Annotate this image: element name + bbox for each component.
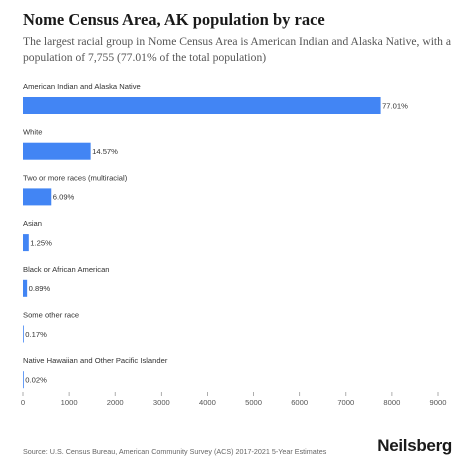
source-note: Source: U.S. Census Bureau, American Com…	[23, 447, 327, 456]
category-label: American Indian and Alaska Native	[23, 82, 141, 91]
data-label: 0.02%	[25, 376, 47, 385]
x-tick-label: 9000	[430, 398, 447, 407]
bar	[23, 234, 29, 252]
category-label: Native Hawaiian and Other Pacific Island…	[23, 356, 168, 365]
bar	[23, 371, 24, 389]
x-tick-label: 8000	[383, 398, 400, 407]
bar	[23, 325, 24, 343]
data-label: 6.09%	[53, 193, 75, 202]
data-label: 0.89%	[29, 284, 51, 293]
x-tick-label: 4000	[199, 398, 216, 407]
x-tick-label: 6000	[291, 398, 308, 407]
chart-subtitle: The largest racial group in Nome Census …	[23, 35, 451, 64]
x-tick-label: 2000	[107, 398, 124, 407]
data-label: 77.01%	[382, 101, 408, 110]
category-label: Black or African American	[23, 265, 110, 274]
bar	[23, 142, 91, 160]
category-label: Some other race	[23, 311, 79, 320]
brand-logo: Neilsberg	[377, 436, 452, 455]
x-tick-label: 0	[21, 398, 25, 407]
x-tick-label: 7000	[337, 398, 354, 407]
x-tick-label: 3000	[153, 398, 170, 407]
data-label: 14.57%	[92, 147, 118, 156]
data-label: 1.25%	[30, 238, 52, 247]
category-label: Asian	[23, 219, 42, 228]
data-label: 0.17%	[25, 330, 47, 339]
category-label: White	[23, 128, 42, 137]
chart-title: Nome Census Area, AK population by race	[23, 10, 325, 29]
x-tick-label: 5000	[245, 398, 262, 407]
x-tick-label: 1000	[61, 398, 78, 407]
bar	[23, 279, 28, 297]
bar	[23, 188, 52, 206]
category-label: Two or more races (multiracial)	[23, 173, 128, 182]
bar	[23, 97, 381, 114]
